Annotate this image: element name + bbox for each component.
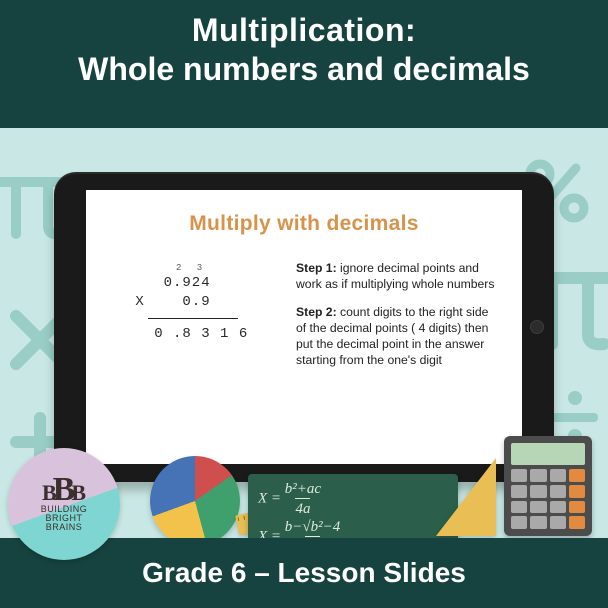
pie-chart-icon xyxy=(150,456,240,546)
tablet-frame: Multiply with decimals 2 3 0.924 X 0.9 0… xyxy=(54,172,554,482)
step-2-label: Step 2: xyxy=(296,305,337,319)
worked-example: 2 3 0.924 X 0.9 0 .8 3 1 6 xyxy=(112,254,272,381)
logo-monogram: BBB xyxy=(42,476,86,505)
formula-2-num: b−√b²−4 xyxy=(285,519,340,535)
footer-text: Grade 6 – Lesson Slides xyxy=(142,557,466,589)
calculator-icon xyxy=(504,436,592,536)
multiplicand: 0.924 xyxy=(126,274,272,293)
formula-board: X = b²+ac4a X = b−√b²−42a xyxy=(248,474,458,542)
slide-body: 2 3 0.924 X 0.9 0 .8 3 1 6 Step 1: ignor… xyxy=(112,254,496,381)
calc-rule xyxy=(148,318,238,319)
brand-logo: BBB BUILDING BRIGHT BRAINS xyxy=(8,448,120,560)
tablet-screen: Multiply with decimals 2 3 0.924 X 0.9 0… xyxy=(86,190,522,464)
title-line-1: Multiplication: xyxy=(0,12,608,49)
carry-digits: 2 3 xyxy=(126,262,272,274)
header-band: Multiplication: Whole numbers and decima… xyxy=(0,0,608,128)
home-button-icon xyxy=(530,320,544,334)
formula-1-lhs: X = xyxy=(258,490,285,506)
set-square-icon xyxy=(436,458,496,536)
lesson-cover: Multiplication: Whole numbers and decima… xyxy=(0,0,608,608)
step-2: Step 2: count digits to the right side o… xyxy=(296,304,496,368)
formula-1-den: 4a xyxy=(295,498,310,518)
step-1: Step 1: ignore decimal points and work a… xyxy=(296,260,496,292)
step-1-label: Step 1: xyxy=(296,261,337,275)
slide-title: Multiply with decimals xyxy=(112,212,496,236)
multiplier: X 0.9 xyxy=(126,293,272,312)
formula-line-1: X = b²+ac4a xyxy=(258,480,448,518)
calculator-screen-icon xyxy=(511,443,585,465)
formula-1-num: b²+ac xyxy=(285,481,321,497)
title-line-2: Whole numbers and decimals xyxy=(0,51,608,88)
slide-content: Multiply with decimals 2 3 0.924 X 0.9 0… xyxy=(86,190,522,464)
logo-line-3: BRAINS xyxy=(46,523,83,532)
calculator-keys xyxy=(511,469,585,529)
steps-text: Step 1: ignore decimal points and work a… xyxy=(296,254,496,381)
product: 0 .8 3 1 6 xyxy=(126,325,272,344)
